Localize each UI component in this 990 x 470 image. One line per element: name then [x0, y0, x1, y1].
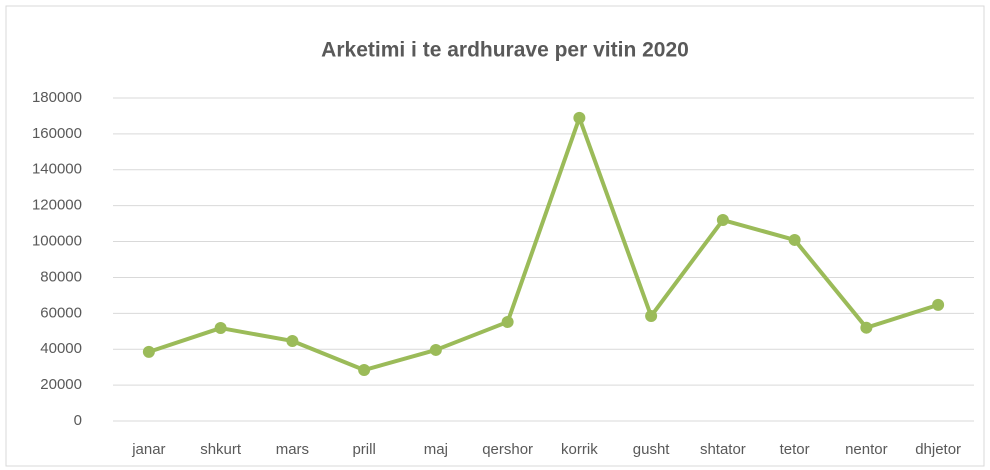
chart-title: Arketimi i te ardhurave per vitin 2020 [321, 39, 689, 62]
data-point [214, 322, 227, 335]
data-point [860, 321, 873, 334]
x-tick-label: mars [276, 441, 309, 458]
series-line [148, 115, 939, 373]
y-tick-label: 80000 [40, 268, 82, 285]
y-tick-label: 160000 [32, 125, 82, 142]
data-point [429, 343, 442, 356]
chart-border [5, 5, 985, 467]
data-point [573, 111, 586, 124]
data-point [142, 345, 155, 358]
data-point [358, 364, 371, 377]
y-tick-label: 0 [74, 412, 82, 429]
data-point [645, 310, 658, 323]
x-tick-label: janar [131, 441, 165, 458]
data-point [286, 334, 299, 347]
y-tick-label: 100000 [32, 233, 82, 250]
data-point [501, 315, 514, 328]
y-tick-label: 180000 [32, 89, 82, 106]
y-tick-label: 20000 [40, 376, 82, 393]
x-tick-label: qershor [482, 441, 533, 458]
x-tick-label: dhjetor [915, 441, 961, 458]
x-tick-label: prill [352, 441, 375, 458]
x-tick-label: maj [424, 441, 448, 458]
data-point [788, 233, 801, 246]
x-tick-label: gusht [633, 441, 671, 458]
x-tick-label: nentor [845, 441, 888, 458]
data-point [716, 214, 729, 227]
x-tick-label: korrik [561, 441, 598, 458]
x-tick-label: tetor [780, 441, 810, 458]
y-tick-label: 40000 [40, 340, 82, 357]
y-tick-label: 140000 [32, 161, 82, 178]
data-point [932, 298, 945, 311]
x-tick-label: shtator [700, 441, 746, 458]
x-tick-label: shkurt [200, 441, 242, 458]
y-tick-label: 120000 [32, 197, 82, 214]
y-tick-label: 60000 [40, 304, 82, 321]
